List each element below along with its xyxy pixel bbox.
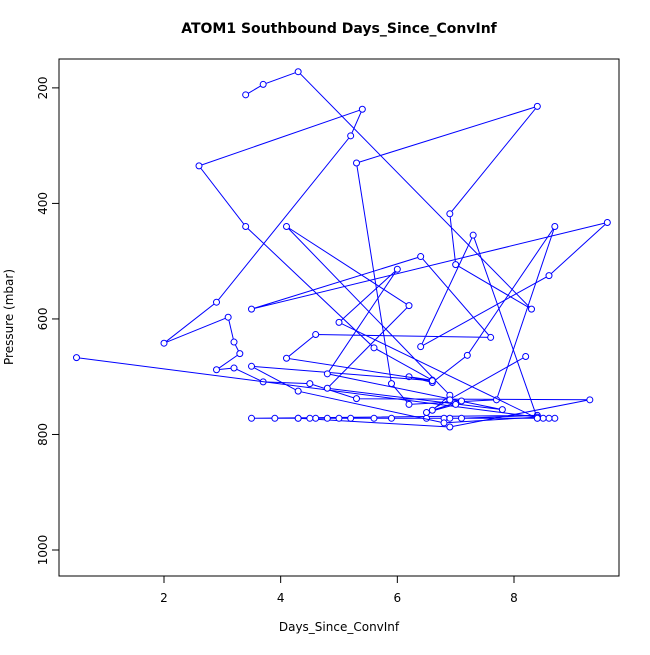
data-point <box>370 344 378 352</box>
data-point <box>393 265 401 273</box>
data-point <box>230 364 238 372</box>
data-point <box>242 91 250 99</box>
data-point <box>312 414 320 422</box>
data-point <box>213 298 220 306</box>
x-axis-label: Days_Since_ConvInf <box>279 620 400 634</box>
data-point <box>417 343 425 351</box>
data-point <box>539 414 547 422</box>
y-tick-label: 1000 <box>36 535 50 566</box>
x-tick-label: 6 <box>394 591 402 605</box>
data-point <box>586 396 594 404</box>
data-point <box>423 409 430 417</box>
data-point <box>388 380 395 388</box>
data-point <box>283 223 290 231</box>
data-point <box>259 80 267 88</box>
data-point <box>294 414 302 422</box>
data-point <box>353 159 360 167</box>
data-point <box>446 396 454 404</box>
data-point <box>405 400 413 408</box>
data-point <box>358 105 366 113</box>
data-point <box>446 210 454 218</box>
data-point <box>347 132 355 140</box>
data-point <box>388 414 395 422</box>
data-point <box>528 305 535 313</box>
y-tick-label: 400 <box>36 192 50 215</box>
data-point <box>498 406 506 414</box>
data-point <box>236 350 244 358</box>
data-point <box>603 218 611 226</box>
data-point <box>294 387 302 395</box>
data-point <box>428 377 436 385</box>
data-point <box>195 162 203 170</box>
data-point <box>446 414 454 422</box>
data-point <box>428 406 436 414</box>
data-point <box>458 397 465 405</box>
data-point <box>230 338 238 346</box>
data-point <box>271 414 279 422</box>
data-point <box>452 261 460 269</box>
data-point <box>248 305 255 313</box>
data-point <box>323 384 331 392</box>
series-line <box>76 222 608 424</box>
plot-frame <box>58 58 620 577</box>
data-point <box>347 414 355 422</box>
x-tick-label: 4 <box>277 591 285 605</box>
data-point <box>323 370 331 378</box>
series-layer <box>73 68 611 431</box>
y-tick-label: 200 <box>36 76 50 99</box>
chart-title: ATOM1 Southbound Days_Since_ConvInf <box>181 21 497 37</box>
data-point <box>312 331 320 339</box>
data-point <box>283 354 290 362</box>
data-point <box>335 414 343 422</box>
x-tick-label: 2 <box>160 591 168 605</box>
y-tick-label: 600 <box>36 307 50 330</box>
x-tick-label: 8 <box>510 591 518 605</box>
data-point <box>353 395 360 403</box>
data-point <box>213 366 220 374</box>
data-point <box>224 313 232 321</box>
data-point <box>294 68 302 76</box>
data-point <box>551 414 559 422</box>
data-point <box>458 414 465 422</box>
data-point <box>335 318 343 326</box>
data-point <box>417 253 425 261</box>
data-point <box>248 362 255 370</box>
data-point <box>306 414 314 422</box>
data-point <box>370 414 378 422</box>
y-tick-label: 800 <box>36 423 50 446</box>
data-point <box>533 414 541 422</box>
data-point <box>522 352 530 360</box>
data-point <box>160 339 168 347</box>
data-point <box>248 414 255 422</box>
data-point <box>73 354 80 362</box>
data-point <box>487 333 495 341</box>
data-point <box>440 419 448 427</box>
data-point <box>446 423 454 431</box>
data-point <box>242 223 250 231</box>
data-point <box>463 351 471 359</box>
data-point <box>306 380 314 388</box>
data-point <box>405 302 413 310</box>
data-point <box>452 400 460 408</box>
data-point <box>469 231 477 239</box>
data-point <box>545 414 553 422</box>
data-point <box>551 223 559 231</box>
y-axis-label: Pressure (mbar) <box>2 269 16 365</box>
data-point <box>323 414 331 422</box>
data-point <box>545 272 553 280</box>
data-point <box>533 102 541 110</box>
